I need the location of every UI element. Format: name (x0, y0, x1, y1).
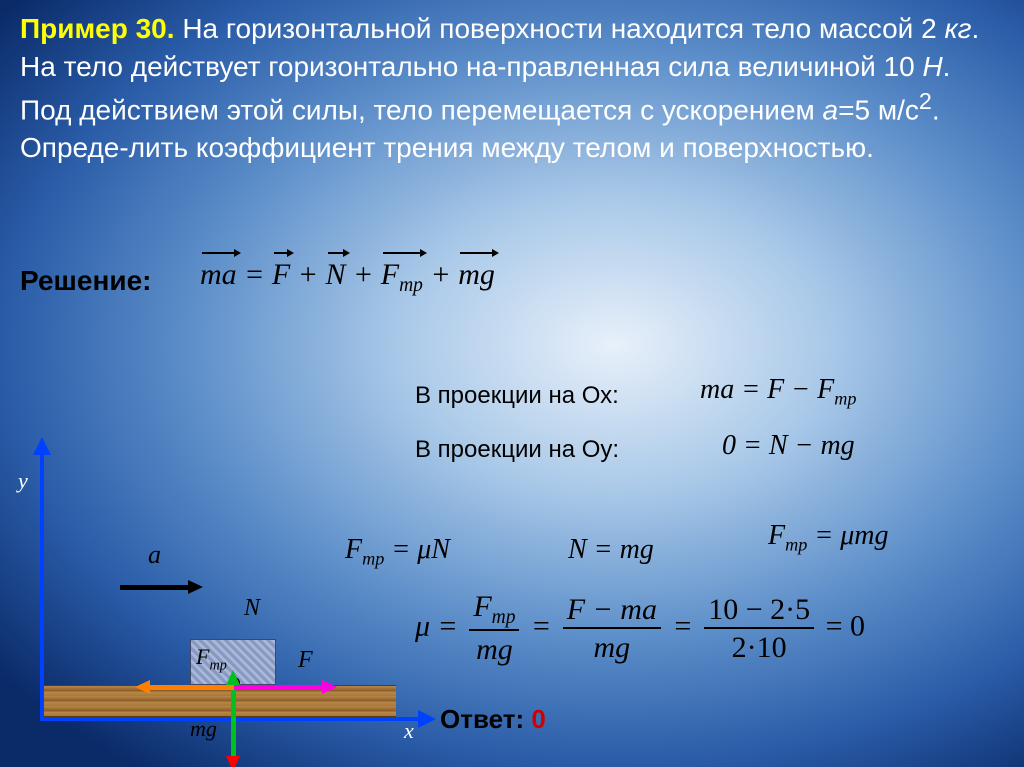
proj-y-eq: 0 = N − mg (722, 430, 855, 462)
vec-N: N (326, 258, 346, 292)
a-label: a (148, 540, 161, 570)
y-label: y (18, 468, 28, 494)
solution-label: Решение: (20, 265, 151, 297)
y-axis (40, 451, 44, 721)
ftr-mumg: Fтр = μmg (768, 520, 889, 556)
answer-value: 0 (531, 704, 545, 734)
vec-Ftr: Fтр (381, 258, 423, 297)
p1: На горизонтальной поверхности находится … (175, 13, 945, 44)
mg-label: mg (190, 716, 217, 742)
N-mg: N = mg (568, 534, 654, 566)
vec-mg: mg (458, 258, 495, 292)
free-body-diagram: y x a N F Fтр mg (0, 450, 430, 750)
proj-x-eq: ma = F − Fтр (700, 374, 856, 410)
mu-equation: μ = Fтрmg = F − mamg = 10 − 2·52·10 = 0 (415, 590, 865, 667)
frac2: F − mamg (559, 593, 665, 665)
sq: 2 (919, 88, 932, 114)
N-unit: Н (922, 51, 942, 82)
vec-F: F (272, 258, 290, 292)
problem-title: Пример 30. (20, 13, 175, 44)
proj-x-label: В проекции на Ох: (415, 382, 619, 410)
aval: =5 м/с (838, 94, 919, 125)
a-sym: a (823, 94, 839, 125)
frac3: 10 − 2·52·10 (700, 593, 818, 665)
frac1: Fтрmg (465, 590, 523, 667)
N-label: N (244, 595, 260, 622)
vec-ma: ma (200, 258, 237, 292)
problem-statement: Пример 30. На горизонтальной поверхности… (0, 0, 1024, 167)
x-label: x (404, 718, 414, 744)
main-equation: ma = F + N + Fтр + mg (200, 258, 495, 297)
answer: Ответ: 0 (440, 704, 546, 735)
kg: кг (944, 13, 971, 44)
Ftr-label: Fтр (196, 644, 227, 674)
proj-y-label: В проекции на Оу: (415, 436, 619, 464)
F-label: F (298, 647, 313, 674)
